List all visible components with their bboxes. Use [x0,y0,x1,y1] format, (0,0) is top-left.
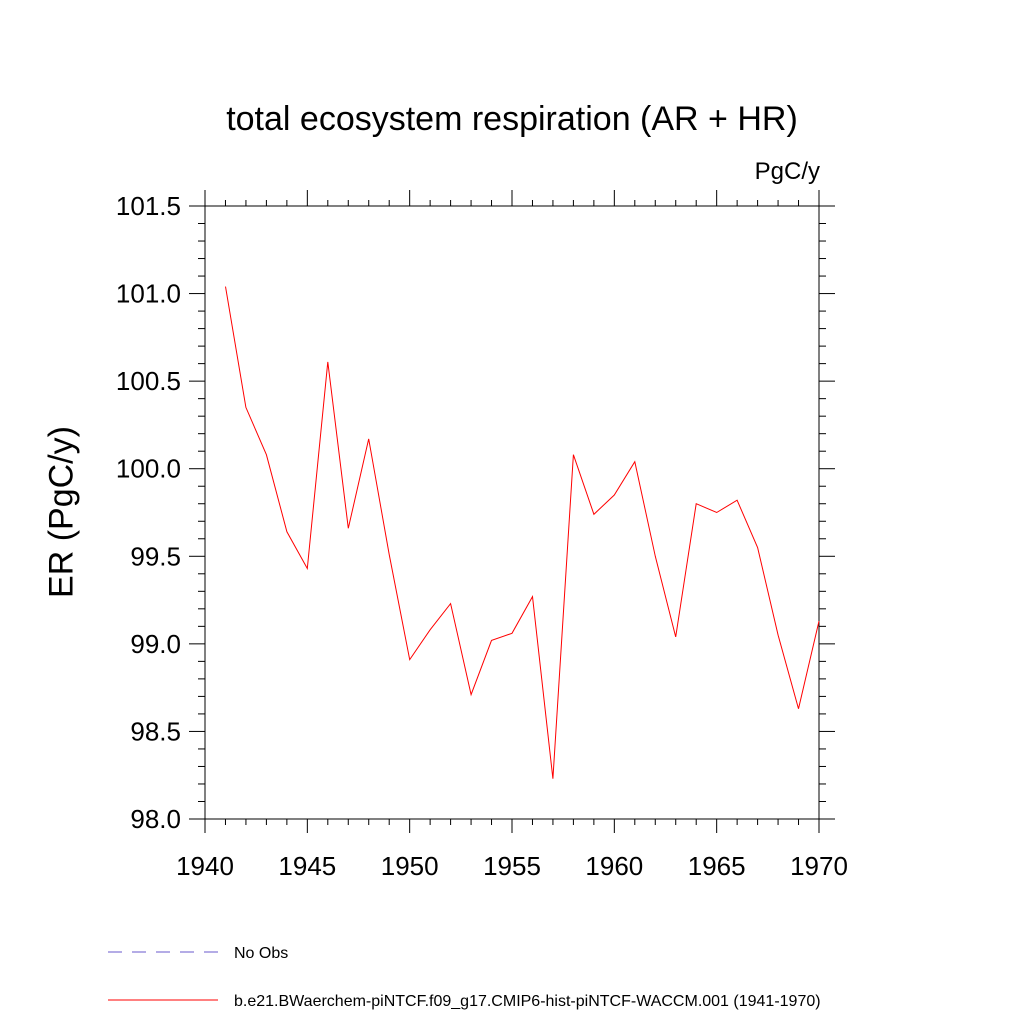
y-tick-label: 101.5 [116,191,181,221]
chart-title: total ecosystem respiration (AR + HR) [226,100,798,138]
units-label: PgC/y [754,158,820,185]
x-tick-label: 1940 [176,851,234,881]
y-tick-label: 100.0 [116,454,181,484]
y-tick-label: 100.5 [116,366,181,396]
x-tick-label: 1965 [688,851,746,881]
x-tick-label: 1955 [483,851,541,881]
x-tick-label: 1970 [790,851,848,881]
y-tick-label: 99.0 [130,629,181,659]
x-tick-label: 1950 [381,851,439,881]
y-tick-label: 101.0 [116,279,181,309]
plot-frame [204,205,820,820]
x-tick-label: 1945 [278,851,336,881]
tick-labels: 1940 1945 1950 1955 1960 1965 1970 98.0 98.5 99.0… [116,191,848,881]
y-tick-label: 99.5 [130,541,181,571]
legend-label: No Obs [234,945,288,962]
axis-ticks [189,190,835,833]
x-tick-label: 1960 [585,851,643,881]
y-tick-label: 98.0 [130,804,181,834]
series-layer [225,286,820,779]
y-tick-label: 98.5 [130,716,181,746]
series-line [225,286,820,779]
legend-label: b.e21.BWaerchem-piNTCF.f09_g17.CMIP6-his… [234,993,821,1010]
legend: No Obs b.e21.BWaerchem-piNTCF.f09_g17.CMI… [108,945,821,1010]
